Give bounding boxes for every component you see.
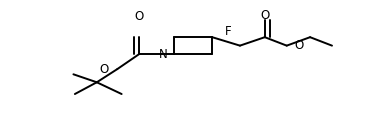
Text: O: O <box>294 39 303 52</box>
Text: O: O <box>99 63 109 76</box>
Text: O: O <box>260 9 270 22</box>
Text: O: O <box>135 10 144 23</box>
Text: F: F <box>225 25 232 38</box>
Text: N: N <box>159 48 168 61</box>
